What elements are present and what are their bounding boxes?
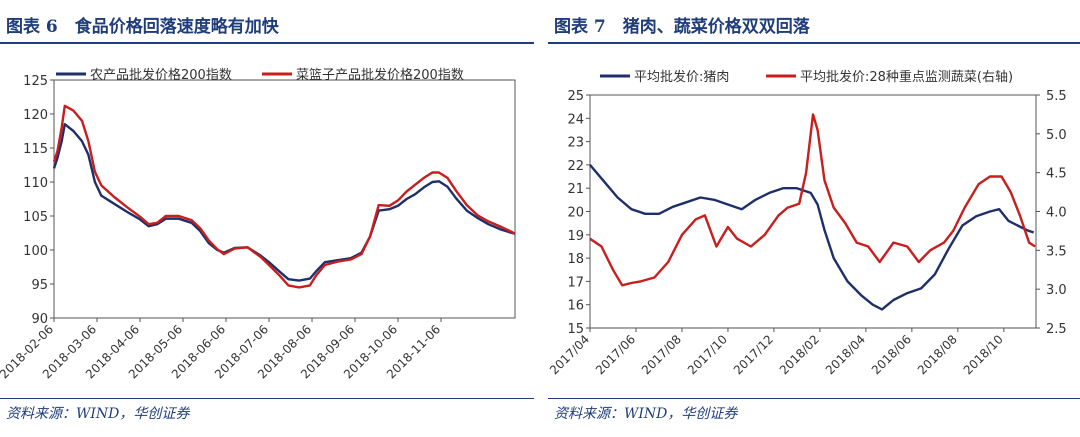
chart-panel-left: 图表 6 食品价格回落速度略有加快 90 95 100 105 110 115 120 125… xyxy=(0,0,534,437)
title-rule xyxy=(0,42,534,44)
series-line-2 xyxy=(52,104,516,289)
y-tick-label: 105 xyxy=(23,210,48,225)
y2-tick-label: 2.5 xyxy=(1046,322,1067,337)
y-tick-label: 21 xyxy=(567,182,584,197)
y-tick-label: 17 xyxy=(567,275,584,290)
legend-label: 农产品批发价格200指数 xyxy=(90,67,232,83)
y2-tick-label: 5.0 xyxy=(1046,128,1067,143)
chart-title: 图表 7 猪肉、蔬菜价格双双回落 xyxy=(554,17,810,37)
y-tick-label: 100 xyxy=(23,244,48,259)
legend-label: 平均批发价:猪肉 xyxy=(634,69,729,85)
y-tick-label: 115 xyxy=(23,142,48,157)
source-note: 资料来源：WIND，华创证券 xyxy=(6,406,190,422)
y-tick-label: 125 xyxy=(23,74,48,89)
y-tick-label: 23 xyxy=(567,136,584,151)
chart-title: 图表 6 食品价格回落速度略有加快 xyxy=(6,17,279,37)
y2-tick-label: 5.5 xyxy=(1046,89,1067,104)
y-tick-label: 20 xyxy=(567,206,584,221)
x-tick-label: 2017/08 xyxy=(639,332,684,377)
y-tick-label: 19 xyxy=(567,229,584,244)
plot-area-frame xyxy=(53,79,516,319)
y2-tick-label: 3.0 xyxy=(1046,283,1067,298)
x-tick-label: 2017/12 xyxy=(731,332,776,377)
y2-tick-label: 4.5 xyxy=(1046,167,1067,182)
y-tick-label: 22 xyxy=(567,159,584,174)
y-tick-label: 15 xyxy=(567,322,584,337)
series-line-1 xyxy=(589,164,1035,311)
series-line-2 xyxy=(589,113,1036,287)
y-tick-label: 24 xyxy=(567,112,584,127)
source-note: 资料来源：WIND，华创证券 xyxy=(554,406,738,422)
title-rule xyxy=(548,42,1080,44)
source-rule xyxy=(0,398,534,399)
x-tick-label: 2017/10 xyxy=(685,332,730,377)
series-line-1 xyxy=(52,122,516,282)
x-tick-label: 2018/08 xyxy=(915,332,960,377)
x-tick-label: 2018/02 xyxy=(777,332,822,377)
y2-tick-label: 4.0 xyxy=(1046,206,1067,221)
y-tick-label: 25 xyxy=(567,89,584,104)
legend-label: 平均批发价:28种重点监测蔬菜(右轴) xyxy=(800,69,1013,85)
pork-vegetable-price-chart: 15 16 17 18 19 20 21 22 23 24 25 2.5 3.0 3.5 4.0 4.5 5.0… xyxy=(547,69,1067,377)
x-tick-label: 2018/04 xyxy=(823,332,868,377)
x-tick-label: 2017/04 xyxy=(547,332,592,377)
food-price-index-chart: 90951001051101151201252018-02-062018-03-… xyxy=(0,67,516,381)
y-tick-label: 95 xyxy=(31,278,48,293)
y-tick-label: 120 xyxy=(23,108,48,123)
y-tick-label: 16 xyxy=(567,299,584,314)
y-tick-label: 110 xyxy=(23,176,48,191)
plot-area-frame xyxy=(589,94,1037,329)
source-rule xyxy=(548,398,1080,399)
y-tick-label: 90 xyxy=(31,312,48,327)
y-tick-label: 18 xyxy=(567,252,584,267)
legend-label: 菜篮子产品批发价格200指数 xyxy=(296,67,464,83)
x-tick-label: 2018/10 xyxy=(961,332,1006,377)
x-tick-label: 2017/06 xyxy=(593,332,638,377)
y2-tick-label: 3.5 xyxy=(1046,244,1067,259)
chart-panel-right: 图表 7 猪肉、蔬菜价格双双回落 15 16 17 18 19 20 21 22 23 24 25 2… xyxy=(547,0,1080,437)
x-tick-label: 2018/06 xyxy=(869,332,914,377)
